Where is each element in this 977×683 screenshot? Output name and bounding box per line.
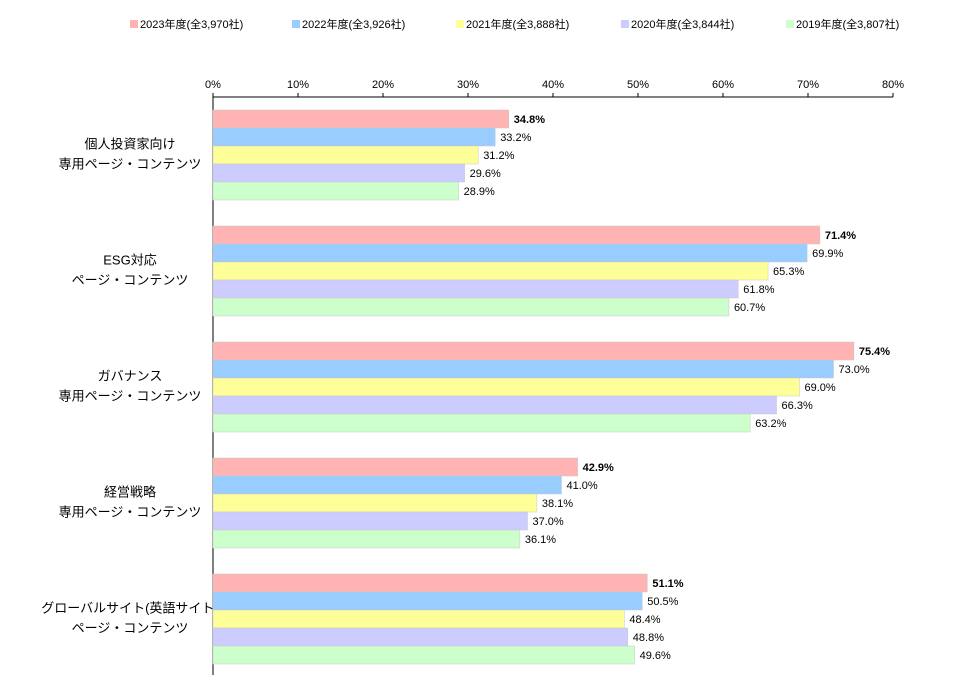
bar bbox=[212, 145, 479, 165]
value-label: 69.9% bbox=[812, 248, 843, 260]
bar bbox=[212, 609, 625, 629]
legend-label: 2019年度(全3,807社) bbox=[796, 17, 899, 31]
legend-swatch bbox=[621, 20, 629, 28]
value-label: 49.6% bbox=[640, 650, 671, 662]
bar bbox=[212, 645, 635, 665]
value-label: 63.2% bbox=[755, 418, 786, 430]
x-tick-label: 40% bbox=[542, 79, 564, 91]
x-tick-label: 0% bbox=[205, 79, 221, 91]
value-label: 36.1% bbox=[525, 534, 556, 546]
value-label: 66.3% bbox=[782, 400, 813, 412]
bar bbox=[212, 377, 800, 397]
x-tick-label: 30% bbox=[457, 79, 479, 91]
x-tick-label: 20% bbox=[372, 79, 394, 91]
bar bbox=[212, 493, 538, 513]
legend-label: 2020年度(全3,844社) bbox=[631, 17, 734, 31]
category-label: ページ・コンテンツ bbox=[72, 620, 189, 635]
category-label: ページ・コンテンツ bbox=[72, 272, 189, 287]
value-label: 31.2% bbox=[483, 150, 514, 162]
value-label: 41.0% bbox=[567, 480, 598, 492]
category-label: ガバナンス bbox=[98, 368, 163, 383]
bar bbox=[212, 529, 521, 549]
value-label: 48.4% bbox=[629, 614, 660, 626]
bar bbox=[212, 297, 730, 317]
bar bbox=[212, 261, 769, 281]
value-label: 38.1% bbox=[542, 498, 573, 510]
bar bbox=[212, 109, 510, 129]
bar bbox=[212, 627, 629, 647]
x-tick-label: 60% bbox=[712, 79, 734, 91]
bar bbox=[212, 413, 751, 433]
category-label: 個人投資家向け bbox=[84, 136, 175, 151]
bar bbox=[212, 573, 648, 593]
bar bbox=[212, 359, 834, 379]
value-label: 48.8% bbox=[633, 632, 664, 644]
value-label: 33.2% bbox=[500, 132, 531, 144]
bar bbox=[212, 127, 496, 147]
legend-swatch bbox=[786, 20, 794, 28]
value-label: 69.0% bbox=[805, 382, 836, 394]
category-label: 経営戦略 bbox=[104, 484, 156, 499]
value-label: 34.8% bbox=[514, 114, 545, 126]
value-label: 61.8% bbox=[743, 284, 774, 296]
x-tick-label: 80% bbox=[882, 79, 904, 91]
value-label: 65.3% bbox=[773, 266, 804, 278]
legend-swatch bbox=[456, 20, 464, 28]
bar bbox=[212, 243, 808, 263]
category-label: ESG対応 bbox=[103, 252, 156, 267]
bar bbox=[212, 475, 562, 495]
bar bbox=[212, 591, 643, 611]
bar bbox=[212, 279, 739, 299]
legend-label: 2021年度(全3,888社) bbox=[466, 17, 569, 31]
bar bbox=[212, 163, 465, 183]
bar bbox=[212, 511, 528, 531]
bar bbox=[212, 457, 578, 477]
bar bbox=[212, 181, 459, 201]
value-label: 28.9% bbox=[464, 186, 495, 198]
legend-label: 2023年度(全3,970社) bbox=[140, 17, 243, 31]
bar bbox=[212, 225, 821, 245]
value-label: 37.0% bbox=[533, 516, 564, 528]
category-label: 専用ページ・コンテンツ bbox=[59, 504, 202, 519]
category-label: 専用ページ・コンテンツ bbox=[59, 388, 202, 403]
legend-swatch bbox=[130, 20, 138, 28]
value-label: 51.1% bbox=[652, 578, 683, 590]
category-label: グローバルサイト(英語サイト) bbox=[41, 600, 219, 615]
category-label: 専用ページ・コンテンツ bbox=[59, 156, 202, 171]
bar bbox=[212, 341, 855, 361]
x-tick-label: 10% bbox=[287, 79, 309, 91]
value-label: 42.9% bbox=[583, 462, 614, 474]
legend-label: 2022年度(全3,926社) bbox=[302, 17, 405, 31]
x-tick-label: 70% bbox=[797, 79, 819, 91]
value-label: 50.5% bbox=[647, 596, 678, 608]
x-tick-label: 50% bbox=[627, 79, 649, 91]
value-label: 73.0% bbox=[839, 364, 870, 376]
value-label: 60.7% bbox=[734, 302, 765, 314]
value-label: 29.6% bbox=[470, 168, 501, 180]
bar bbox=[212, 395, 777, 415]
value-label: 75.4% bbox=[859, 346, 890, 358]
legend-swatch bbox=[292, 20, 300, 28]
value-label: 71.4% bbox=[825, 230, 856, 242]
